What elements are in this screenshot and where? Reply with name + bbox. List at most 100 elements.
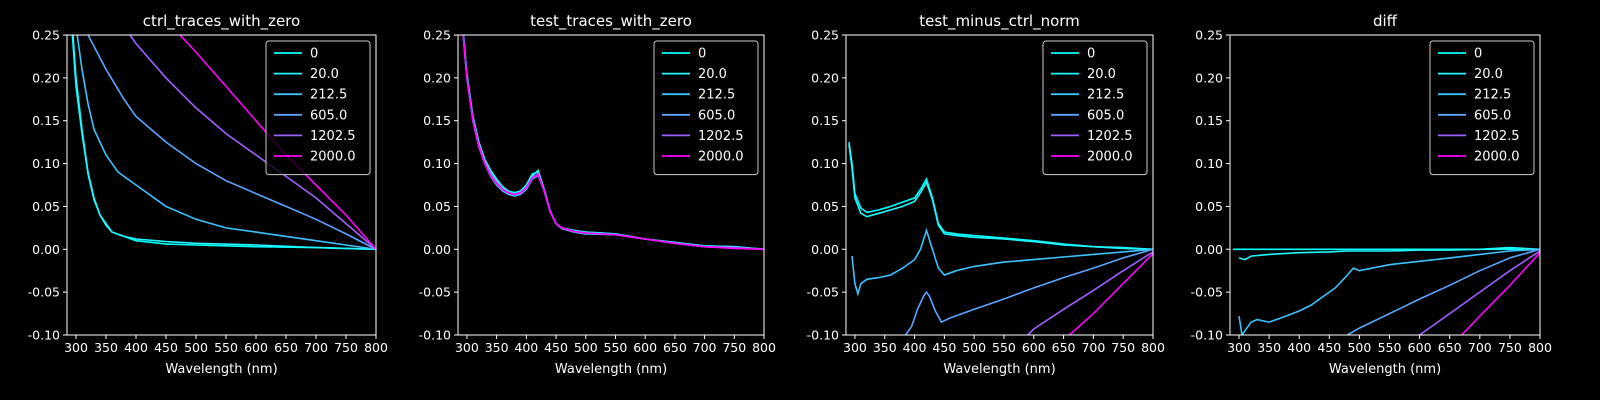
y-tick-label: -0.05 (807, 285, 839, 300)
series-line-2000.0 (462, 35, 764, 251)
x-tick-label: 800 (364, 340, 388, 355)
y-tick-label: 0.05 (1195, 199, 1223, 214)
series-line-20.0 (71, 35, 376, 251)
y-tick-label: 0.20 (1195, 70, 1223, 85)
x-tick-label: 550 (1378, 340, 1402, 355)
plot-area (462, 35, 764, 251)
x-tick-label: 400 (124, 340, 148, 355)
panel-3: 300 350 400 450 500 550 600 650 700 750 800 -0.10 -0… (807, 12, 1165, 377)
x-tick-label: 700 (304, 340, 328, 355)
chart-title: diff (1373, 12, 1398, 30)
plot-area (848, 141, 1153, 335)
panel-1: 300 350 400 450 500 550 600 650 700 750 800 -0.10 -0… (28, 12, 388, 377)
y-tick-label: 0.00 (32, 242, 60, 257)
legend-label: 212.5 (698, 88, 735, 103)
y-tick-label: 0.15 (1195, 113, 1223, 128)
legend-label: 605.0 (310, 108, 347, 123)
legend-label: 605.0 (698, 108, 735, 123)
x-tick-label: 300 (1227, 340, 1251, 355)
chart-title: test_traces_with_zero (530, 12, 692, 31)
x-tick-label: 350 (485, 340, 509, 355)
x-tick-label: 800 (1141, 340, 1165, 355)
x-tick-label: 500 (574, 340, 598, 355)
series-line-2000.0 (1461, 252, 1540, 335)
y-tick-label: 0.05 (32, 199, 60, 214)
x-tick-label: 650 (274, 340, 298, 355)
x-tick-label: 400 (1287, 340, 1311, 355)
x-tick-label: 400 (514, 340, 538, 355)
legend-label: 20.0 (1087, 67, 1116, 82)
series-line-212.5 (1238, 248, 1540, 335)
y-tick-label: -0.10 (807, 328, 839, 343)
series-line-605.0 (87, 35, 376, 251)
legend-label: 0 (698, 47, 706, 62)
x-tick-label: 500 (1347, 340, 1371, 355)
legend: 0 20.0 212.5 605.0 1202.5 2000.0 (1429, 40, 1535, 176)
x-tick-label: 400 (903, 340, 927, 355)
y-tick-label: 0.10 (811, 156, 839, 171)
y-tick-label: 0.15 (423, 113, 451, 128)
x-tick-label: 800 (752, 340, 776, 355)
axes-frame (1229, 34, 1541, 336)
x-tick-label: 700 (1468, 340, 1492, 355)
y-tick-label: 0.10 (32, 156, 60, 171)
legend-label: 605.0 (1474, 108, 1511, 123)
series-line-1202.5 (1419, 250, 1540, 335)
y-tick-label: -0.10 (28, 328, 60, 343)
x-tick-label: 700 (1081, 340, 1105, 355)
x-tick-label: 750 (722, 340, 746, 355)
series-line-212.5 (76, 35, 376, 251)
x-tick-label: 650 (1438, 340, 1462, 355)
x-axis-label: Wavelength (nm) (1329, 362, 1441, 377)
x-tick-label: 800 (1528, 340, 1552, 355)
series-line-2000.0 (178, 35, 376, 250)
axes-frame (845, 34, 1154, 336)
legend-label: 2000.0 (310, 150, 356, 165)
y-tick-label: 0.15 (32, 113, 60, 128)
chart-title: ctrl_traces_with_zero (143, 12, 300, 31)
x-tick-label: 600 (1408, 340, 1432, 355)
x-tick-label: 300 (843, 340, 867, 355)
y-tick-label: 0.10 (423, 156, 451, 171)
legend-label: 2000.0 (1474, 150, 1520, 165)
legend: 0 20.0 212.5 605.0 1202.5 2000.0 (265, 40, 371, 176)
legend-label: 1202.5 (1087, 129, 1133, 144)
legend-label: 212.5 (310, 88, 347, 103)
y-tick-label: 0.15 (811, 113, 839, 128)
legend-label: 20.0 (698, 67, 727, 82)
x-tick-label: 700 (693, 340, 717, 355)
legend-label: 1202.5 (310, 129, 356, 144)
series-line-605.0 (1347, 248, 1540, 335)
axes-frame (457, 34, 765, 336)
legend-label: 20.0 (1474, 67, 1503, 82)
x-axis-label: Wavelength (nm) (165, 362, 277, 377)
x-tick-label: 350 (1257, 340, 1281, 355)
x-tick-label: 750 (1111, 340, 1135, 355)
x-tick-label: 500 (184, 340, 208, 355)
y-tick-label: 0.25 (32, 28, 60, 43)
series-line-1202.5 (129, 35, 376, 250)
x-tick-label: 650 (663, 340, 687, 355)
y-tick-label: 0.25 (1195, 28, 1223, 43)
y-tick-label: 0.05 (811, 199, 839, 214)
legend-label: 1202.5 (698, 129, 744, 144)
series-line-605.0 (904, 248, 1153, 335)
y-tick-label: -0.10 (419, 328, 451, 343)
x-tick-label: 600 (633, 340, 657, 355)
series-line-1202.5 (1027, 251, 1153, 335)
x-tick-label: 300 (455, 340, 479, 355)
legend-label: 212.5 (1087, 88, 1124, 103)
x-axis-label: Wavelength (nm) (943, 362, 1055, 377)
x-tick-label: 550 (214, 340, 238, 355)
y-tick-label: 0.20 (32, 70, 60, 85)
y-tick-label: 0.00 (1195, 242, 1223, 257)
legend: 0 20.0 212.5 605.0 1202.5 2000.0 (653, 40, 759, 176)
x-tick-label: 450 (544, 340, 568, 355)
legend-label: 0 (1087, 47, 1095, 62)
y-tick-label: -0.05 (1191, 285, 1223, 300)
x-tick-label: 600 (1022, 340, 1046, 355)
x-tick-label: 600 (244, 340, 268, 355)
x-tick-label: 450 (154, 340, 178, 355)
panel-4: 300 350 400 450 500 550 600 650 700 750 800 -0.10 -0… (1191, 12, 1552, 377)
panel-2: 300 350 400 450 500 550 600 650 700 750 800 -0.10 -0… (419, 12, 776, 377)
